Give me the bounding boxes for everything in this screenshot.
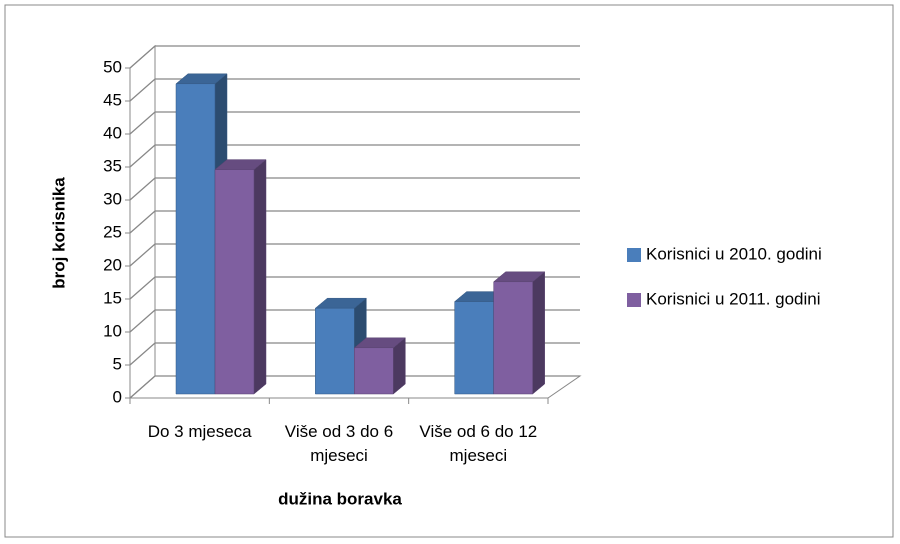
y-tick-label: 15 [103, 288, 122, 307]
x-tick-label: Do 3 mjeseca [147, 422, 252, 441]
x-tick-label: Više od 6 do 12 mjeseci [419, 422, 538, 465]
grid-line [129, 45, 580, 69]
y-axis-title: broj korisnika [49, 177, 68, 289]
bar [492, 271, 546, 395]
bar-side [532, 271, 545, 395]
y-tick-label: 25 [103, 222, 122, 241]
bar-front [315, 307, 355, 395]
y-tick-label: 0 [113, 387, 122, 406]
y-tick-label: 35 [103, 156, 122, 175]
y-tick-label: 40 [103, 123, 122, 142]
bar [353, 337, 407, 395]
y-tick-label: 20 [103, 255, 122, 274]
chart-border [4, 4, 894, 538]
bar-front [214, 169, 255, 395]
bar-front [493, 281, 533, 395]
bar-front [175, 83, 216, 395]
y-tick-label: 10 [103, 321, 122, 340]
grid-line [129, 375, 580, 399]
x-axis-title: dužina boravka [278, 489, 402, 508]
grid-line [129, 276, 580, 300]
y-tick-label: 45 [103, 90, 122, 109]
grid-line [129, 177, 580, 201]
legend-label: Korisnici u 2011. godini [646, 289, 821, 308]
grid-line [129, 243, 580, 267]
grid-line [129, 342, 580, 366]
grid-line [129, 78, 580, 102]
bar [214, 159, 267, 395]
x-tick-label: Više od 3 do 6 mjeseci [284, 422, 394, 465]
legend-label: Korisnici u 2010. godini [646, 244, 822, 263]
legend-swatch [627, 293, 641, 307]
grid-line [129, 144, 580, 168]
grid-line [129, 210, 580, 234]
y-tick-label: 5 [113, 354, 122, 373]
y-tick-label: 50 [103, 57, 122, 76]
bar-front [454, 301, 494, 395]
legend-swatch [627, 248, 641, 262]
bar-side [253, 159, 267, 395]
bar-front [354, 347, 394, 395]
y-tick-label: 30 [103, 189, 122, 208]
grid-line [129, 111, 580, 135]
grid-line [129, 309, 580, 333]
